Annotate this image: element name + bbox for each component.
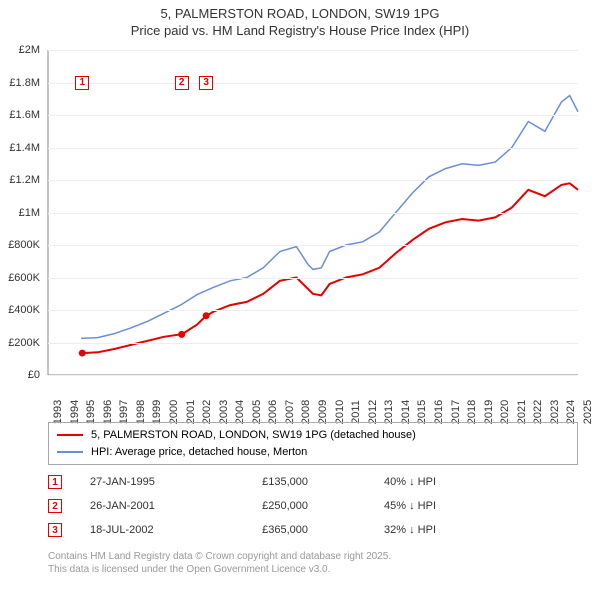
gridline <box>48 213 578 214</box>
x-tick-label: 1994 <box>69 400 81 424</box>
x-tick-label: 2021 <box>516 400 528 424</box>
transaction-price: £135,000 <box>213 476 308 488</box>
x-tick-label: 2012 <box>367 400 379 424</box>
x-tick-label: 2003 <box>218 400 230 424</box>
transactions-table: 1 27-JAN-1995 £135,000 40% ↓ HPI 2 26-JAN-200… <box>48 470 578 542</box>
title-line2: Price paid vs. HM Land Registry's House … <box>0 23 600 40</box>
x-tick-label: 2010 <box>334 400 346 424</box>
x-tick-label: 2005 <box>251 400 263 424</box>
x-tick-label: 2018 <box>466 400 478 424</box>
x-tick-label: 2013 <box>383 400 395 424</box>
x-tick-label: 2009 <box>317 400 329 424</box>
x-tick-label: 2002 <box>201 400 213 424</box>
y-tick-label: £600K <box>8 272 40 284</box>
gridline <box>48 83 578 84</box>
gridline <box>48 245 578 246</box>
gridline <box>48 310 578 311</box>
x-tick-label: 2019 <box>483 400 495 424</box>
gridline <box>48 180 578 181</box>
x-tick-label: 2004 <box>234 400 246 424</box>
event-marker: 2 <box>175 76 189 90</box>
data-point <box>79 350 86 357</box>
y-tick-label: £200K <box>8 337 40 349</box>
y-axis: £0£200K£400K£600K£800K£1M£1.2M£1.4M£1.6M… <box>0 50 44 375</box>
x-tick-label: 2017 <box>450 400 462 424</box>
x-tick-label: 2011 <box>350 400 362 424</box>
x-tick-label: 2024 <box>565 400 577 424</box>
transaction-row: 3 18-JUL-2002 £365,000 32% ↓ HPI <box>48 518 578 542</box>
gridline <box>48 115 578 116</box>
x-axis: 1993199419951996199719981999200020012002… <box>48 378 578 418</box>
event-marker: 3 <box>199 76 213 90</box>
transaction-row: 2 26-JAN-2001 £250,000 45% ↓ HPI <box>48 494 578 518</box>
x-tick-label: 2025 <box>582 400 594 424</box>
transaction-row: 1 27-JAN-1995 £135,000 40% ↓ HPI <box>48 470 578 494</box>
y-tick-label: £1.8M <box>9 77 40 89</box>
transaction-price: £250,000 <box>213 500 308 512</box>
x-tick-label: 2014 <box>400 400 412 424</box>
legend-swatch <box>57 434 83 436</box>
transaction-date: 27-JAN-1995 <box>90 476 185 488</box>
transaction-pct: 40% ↓ HPI <box>336 476 436 488</box>
legend-item: HPI: Average price, detached house, Mert… <box>57 444 569 461</box>
chart-title: 5, PALMERSTON ROAD, LONDON, SW19 1PG Pri… <box>0 0 600 40</box>
x-tick-label: 2015 <box>416 400 428 424</box>
data-point <box>203 312 210 319</box>
footer-line1: Contains HM Land Registry data © Crown c… <box>48 550 578 563</box>
y-tick-label: £1.4M <box>9 142 40 154</box>
series-line <box>82 183 578 353</box>
legend: 5, PALMERSTON ROAD, LONDON, SW19 1PG (de… <box>48 422 578 465</box>
x-tick-label: 1997 <box>118 400 130 424</box>
legend-item: 5, PALMERSTON ROAD, LONDON, SW19 1PG (de… <box>57 427 569 444</box>
y-tick-label: £1M <box>19 207 40 219</box>
y-tick-label: £800K <box>8 239 40 251</box>
y-tick-label: £400K <box>8 304 40 316</box>
transaction-date: 18-JUL-2002 <box>90 524 185 536</box>
plot-area: 1 23 <box>48 50 578 375</box>
transaction-marker: 2 <box>48 499 62 513</box>
x-tick-label: 2000 <box>168 400 180 424</box>
legend-label: HPI: Average price, detached house, Mert… <box>91 444 307 461</box>
x-tick-label: 2008 <box>300 400 312 424</box>
footer-line2: This data is licensed under the Open Gov… <box>48 563 578 576</box>
legend-swatch <box>57 451 83 453</box>
x-tick-label: 2016 <box>433 400 445 424</box>
x-tick-label: 1999 <box>151 400 163 424</box>
y-tick-label: £1.2M <box>9 174 40 186</box>
gridline <box>48 343 578 344</box>
series-line <box>81 96 578 339</box>
x-tick-label: 1993 <box>52 400 64 424</box>
x-tick-label: 1995 <box>85 400 97 424</box>
y-tick-label: £1.6M <box>9 109 40 121</box>
legend-label: 5, PALMERSTON ROAD, LONDON, SW19 1PG (de… <box>91 427 416 444</box>
y-tick-label: £2M <box>19 44 40 56</box>
x-tick-label: 2007 <box>284 400 296 424</box>
transaction-date: 26-JAN-2001 <box>90 500 185 512</box>
transaction-pct: 32% ↓ HPI <box>336 524 436 536</box>
x-tick-label: 2022 <box>532 400 544 424</box>
transaction-marker: 3 <box>48 523 62 537</box>
transaction-price: £365,000 <box>213 524 308 536</box>
gridline <box>48 50 578 51</box>
footer: Contains HM Land Registry data © Crown c… <box>48 550 578 576</box>
data-point <box>178 331 185 338</box>
event-marker: 1 <box>75 76 89 90</box>
gridline <box>48 148 578 149</box>
x-tick-label: 2023 <box>549 400 561 424</box>
transaction-marker: 1 <box>48 475 62 489</box>
x-tick-label: 2020 <box>499 400 511 424</box>
gridline <box>48 375 578 376</box>
title-line1: 5, PALMERSTON ROAD, LONDON, SW19 1PG <box>0 6 600 23</box>
y-tick-label: £0 <box>28 369 40 381</box>
gridline <box>48 278 578 279</box>
x-tick-label: 2006 <box>267 400 279 424</box>
x-tick-label: 1998 <box>135 400 147 424</box>
x-tick-label: 2001 <box>185 400 197 424</box>
transaction-pct: 45% ↓ HPI <box>336 500 436 512</box>
x-tick-label: 1996 <box>102 400 114 424</box>
